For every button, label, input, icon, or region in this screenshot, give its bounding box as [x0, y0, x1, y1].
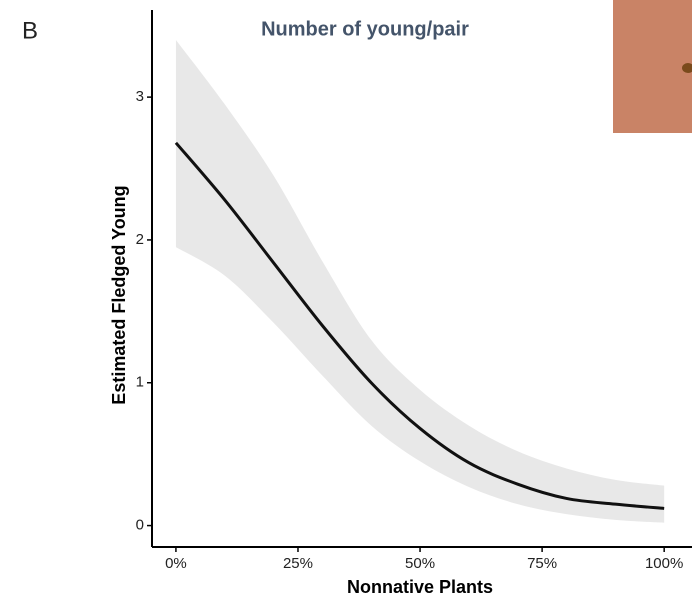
y-tick-label: 2	[136, 231, 144, 248]
y-tick-label: 3	[136, 88, 144, 105]
chart-title: Number of young/pair	[261, 18, 469, 40]
x-tick-label: 100%	[645, 555, 683, 572]
y-tick-label: 0	[136, 517, 144, 534]
x-tick-label: 0%	[165, 555, 187, 572]
confidence-band	[176, 40, 664, 523]
x-tick-label: 25%	[283, 555, 313, 572]
chart: B Number of young/pair Nonnative Plants …	[0, 0, 692, 599]
x-tick-label: 75%	[527, 555, 557, 572]
page: {"chart_data": { "type": "line", "panel_…	[0, 0, 692, 599]
photo	[613, 0, 692, 133]
y-axis-title: Estimated Fledged Young	[109, 185, 129, 404]
x-tick-label: 50%	[405, 555, 435, 572]
y-tick-label: 1	[136, 374, 144, 391]
x-axis-title: Nonnative Plants	[347, 577, 493, 597]
panel-label: B	[22, 17, 38, 44]
